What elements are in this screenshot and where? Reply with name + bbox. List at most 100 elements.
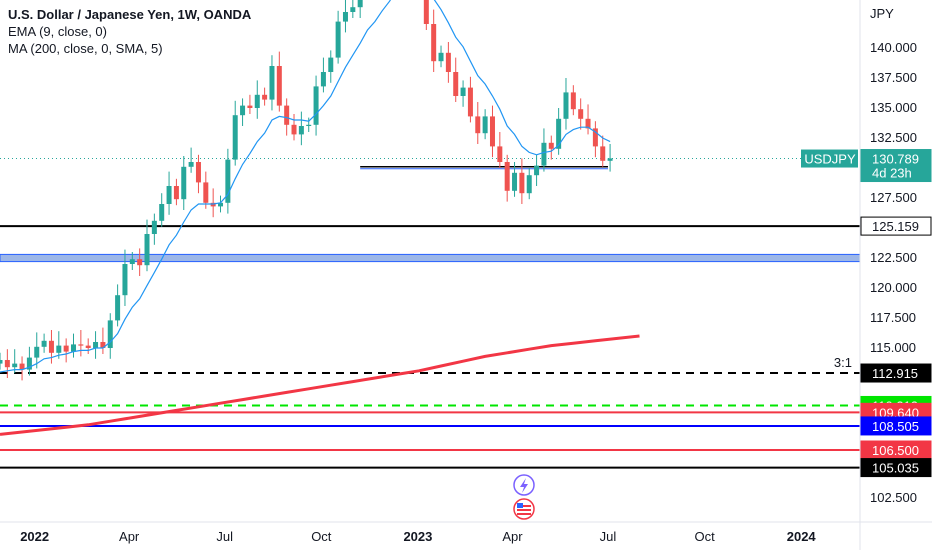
price-tag-label: 112.915 [872,366,918,381]
candle-body [445,52,451,72]
price-tag-bg [860,149,932,183]
candle-body [63,345,69,352]
countdown-label: 4d 23h [872,166,912,181]
candle-body [188,162,194,167]
candle-body [19,363,25,370]
price-tag-bg [860,458,932,478]
candle-body [291,124,297,135]
candle-body [342,12,348,22]
candle-body [467,87,473,117]
lightning-glyph [520,478,528,493]
candle-body [151,220,157,234]
price-tag-label: 105.035 [872,461,919,476]
candle-body [247,105,253,108]
candle-body [570,92,576,110]
horizontal-levels: 3:1 [0,158,861,469]
candle-body [335,21,341,58]
candle-body [313,86,319,125]
candle-body [298,126,304,135]
candles [0,0,613,381]
candle-body [56,345,62,353]
y-tick-label: 140.000 [870,40,917,55]
candle-body [218,202,224,207]
x-tick-label: 2023 [403,529,432,544]
x-tick-label: Jul [216,529,233,544]
x-tick-label: Oct [694,529,715,544]
candle-body [232,115,238,160]
candle-body [85,345,91,348]
y-tick-label: 127.500 [870,190,917,205]
y-tick-label: 132.500 [870,130,917,145]
candle-body [93,342,99,348]
y-axis-unit: JPY [870,6,894,21]
y-tick-label: 115.000 [870,340,916,355]
candle-body [26,357,32,370]
price-tag-label: 125.159 [872,219,919,234]
candle-body [0,360,3,364]
candle-body [519,172,525,194]
candle-body [607,158,613,161]
candle-body [34,346,40,358]
price-tag-bg [860,416,932,436]
candle-body [100,342,106,348]
candle-body [203,182,209,203]
candle-body [563,92,569,119]
candle-body [357,0,363,8]
candle-body [144,234,150,266]
price-tag-label: 106.500 [872,443,919,458]
ma-legend: MA (200, close, 0, SMA, 5) [8,41,163,56]
support-zone [0,253,861,263]
y-tick-label: 102.500 [870,490,917,505]
candle-body [592,128,598,147]
price-tag-bg [860,216,932,236]
candle-body [600,146,606,161]
y-tick-label: 120.000 [870,280,917,295]
ma200-line [0,334,640,436]
symbol-tag-bg [801,149,858,168]
candle-body [166,186,172,204]
y-tick-label: 122.500 [870,250,917,265]
flag-stripe [517,505,531,507]
price-tag-label: 108.505 [872,419,919,434]
symbol-title: U.S. Dollar / Japanese Yen, 1W, OANDA [8,7,252,22]
candle-body [438,52,444,62]
candle-body [504,162,510,191]
x-tick-label: Jul [600,529,617,544]
candle-body [4,360,10,368]
candle-body [254,94,260,108]
candle-body [541,142,547,166]
candle-body [122,264,128,296]
candle-body [453,72,459,96]
events-markers[interactable] [513,474,535,520]
candle-body [284,105,290,125]
candle-body [475,116,481,134]
candle-body [195,162,201,183]
candle-body [328,57,334,72]
candle-body [526,175,532,194]
candle-body [262,94,268,100]
candle-body [137,259,143,266]
candle-body [269,66,275,100]
x-tick-label: Apr [502,529,523,544]
candle-body [350,7,356,12]
candle-body [129,259,135,264]
candle-body [423,0,429,24]
candle-body [578,109,584,119]
x-tick-label: 2024 [787,529,817,544]
x-tick-label: 2022 [20,529,49,544]
candle-body [460,87,466,96]
y-tick-label: 117.500 [870,310,916,325]
price-tag-bg [860,363,932,383]
candle-body [556,118,562,149]
x-tick-label: Apr [119,529,140,544]
candle-body [107,320,113,348]
flag-stripe [517,513,531,515]
ma-path [0,334,640,436]
chart-legend: U.S. Dollar / Japanese Yen, 1W, OANDA EM… [8,6,251,57]
candle-body [482,116,488,134]
ema-legend: EMA (9, close, 0) [8,24,107,39]
x-tick-label: Oct [311,529,332,544]
flag-canton [517,503,523,508]
